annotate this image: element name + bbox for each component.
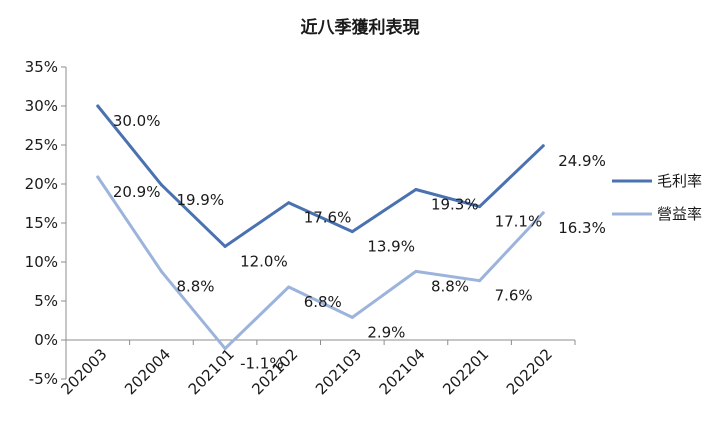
series-line-1 [96,104,545,248]
data-point [159,183,163,187]
x-tick-label: 202103 [312,345,365,398]
data-label: 16.3% [558,219,606,237]
data-labels: 30.0% 19.9% 12.0% 17.6% 13.9% 19.3% 17.1% 24.9%… [113,112,606,373]
data-point [159,269,163,273]
data-label: 8.8% [431,277,469,295]
data-point [223,347,227,351]
y-tick-label: 10% [25,253,58,271]
data-label: 19.9% [176,191,224,209]
y-tick-label: 0% [34,331,58,349]
legend-label-1: 毛利率 [657,172,702,190]
data-point [414,187,418,191]
y-tick-label: 35% [25,58,58,76]
data-label: 8.8% [176,277,214,295]
data-point [350,230,354,234]
data-label: 6.8% [304,293,342,311]
data-point [478,279,482,283]
x-tick-label: 202004 [121,345,174,398]
x-tick-label: 202202 [503,345,556,398]
data-point [96,104,100,108]
y-tick-label: -5% [29,370,58,388]
data-label: 24.9% [558,152,606,170]
data-label: 20.9% [113,183,161,201]
chart-title: 近八季獲利表現 [301,17,420,38]
data-point [350,315,354,319]
y-tick-label: 15% [25,214,58,232]
data-point [223,244,227,248]
data-point [287,201,291,205]
data-point [541,144,545,148]
data-label: 12.0% [240,252,288,270]
data-label: 19.3% [431,195,479,213]
data-label: 13.9% [367,238,415,256]
x-tick-label: 202201 [439,345,492,398]
data-label: 17.1% [495,213,543,231]
x-tick-label: 202003 [57,345,110,398]
y-tick-label: 5% [34,292,58,310]
data-label: 2.9% [367,323,405,341]
data-point [287,285,291,289]
data-point [541,211,545,215]
data-point [478,205,482,209]
legend-label-2: 營益率 [657,205,702,223]
y-tick-label: 20% [25,175,58,193]
x-tick-label: 202101 [185,345,238,398]
y-tick-label: 30% [25,97,58,115]
x-tick-label: 202104 [376,345,429,398]
y-tick-label: 25% [25,136,58,154]
data-label: 17.6% [304,209,352,227]
axes: -5%0%5%10%15%20%25%30%35%202003 202004 202… [25,58,576,398]
data-label: 30.0% [113,112,161,130]
data-point [96,175,100,179]
series-line-2 [96,175,545,351]
data-label: 7.6% [495,287,533,305]
data-label: -1.1% [240,355,284,373]
data-point [414,269,418,273]
series-layer [96,104,545,351]
